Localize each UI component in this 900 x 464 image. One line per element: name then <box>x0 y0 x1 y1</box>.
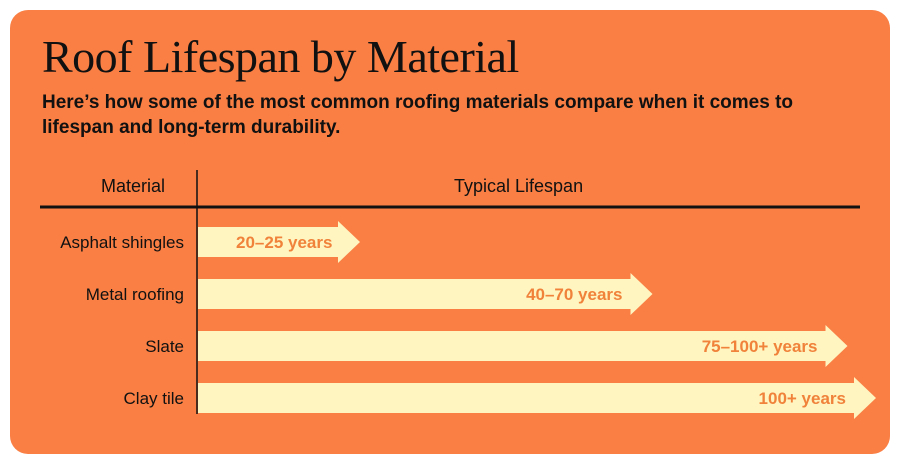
lifespan-value-asphalt-shingles: 20–25 years <box>236 233 332 252</box>
infographic-card <box>10 10 890 454</box>
lifespan-arrow-slate <box>198 325 848 367</box>
category-label-clay-tile: Clay tile <box>124 389 184 408</box>
lifespan-arrow-asphalt-shingles <box>198 221 360 263</box>
material-column-header: Material <box>101 176 166 196</box>
lifespan-value-slate: 75–100+ years <box>702 337 818 356</box>
category-label-asphalt-shingles: Asphalt shingles <box>60 233 184 252</box>
lifespan-value-metal-roofing: 40–70 years <box>526 285 622 304</box>
category-label-metal-roofing: Metal roofing <box>86 285 184 304</box>
lifespan-arrow-clay-tile <box>198 377 876 419</box>
lifespan-value-clay-tile: 100+ years <box>759 389 846 408</box>
lifespan-arrow-metal-roofing <box>198 273 653 315</box>
chart-title: Roof Lifespan by Material <box>42 31 519 82</box>
chart-subtitle: Here’s how some of the most common roofi… <box>42 92 794 138</box>
lifespan-column-header: Typical Lifespan <box>454 176 584 196</box>
category-label-slate: Slate <box>145 337 184 356</box>
